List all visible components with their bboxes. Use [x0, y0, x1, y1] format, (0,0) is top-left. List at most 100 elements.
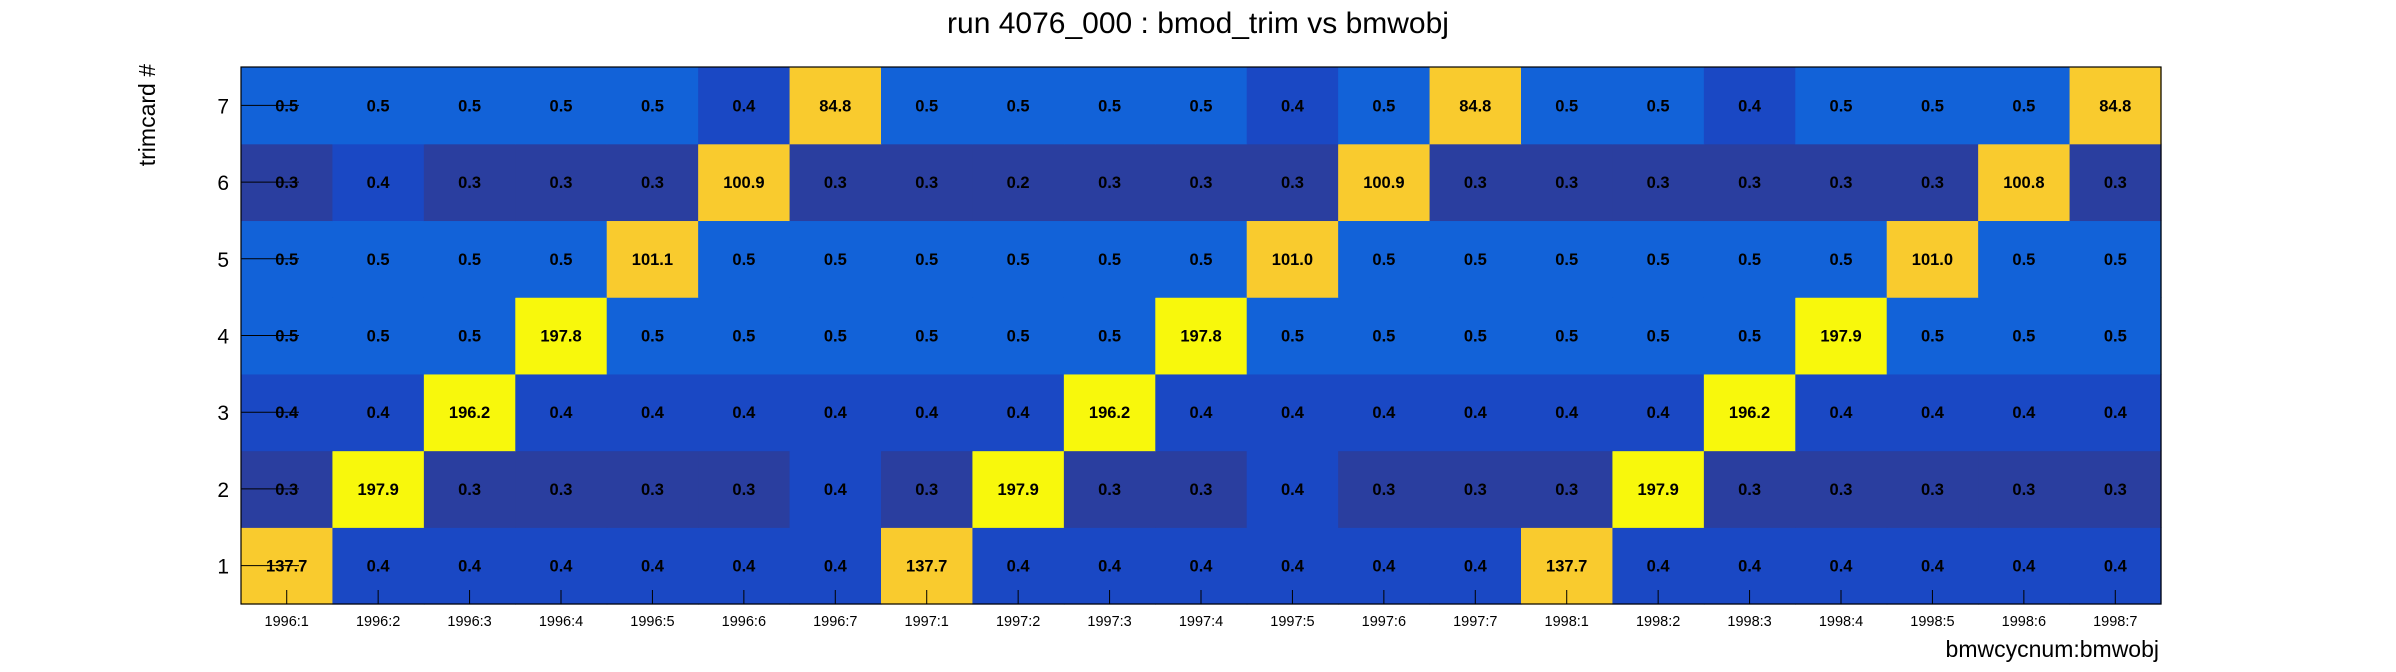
heatmap-cell [1429, 450, 1522, 528]
y-tick-label: 5 [217, 249, 229, 272]
heatmap-cell [1795, 297, 1888, 375]
cell-value-label: 0.5 [1921, 97, 1944, 115]
cell-value-label: 0.5 [732, 251, 755, 269]
x-tick-label: 1998:3 [1727, 614, 1771, 630]
heatmap-cell [1886, 143, 1979, 222]
x-tick-label: 1997:3 [1087, 614, 1131, 630]
heatmap-cell [1155, 143, 1248, 222]
heatmap-cell [606, 220, 699, 298]
cell-value-label: 0.5 [275, 251, 298, 269]
heatmap-cell [1338, 143, 1431, 222]
x-axis-label: bmwcycnum:bmwobj [1946, 636, 2159, 662]
heatmap-cell [2069, 373, 2162, 452]
heatmap-cell [972, 143, 1065, 222]
heatmap-cell [1795, 450, 1888, 528]
cell-value-label: 0.4 [550, 558, 574, 576]
cell-value-label: 197.8 [540, 328, 581, 346]
cell-value-label: 0.3 [1281, 174, 1304, 192]
cell-value-label: 137.7 [266, 558, 307, 576]
heatmap-cell [972, 220, 1065, 298]
cell-value-label: 0.4 [824, 481, 848, 499]
cell-value-label: 0.4 [1738, 97, 1762, 115]
heatmap-cell [332, 67, 425, 145]
heatmap-cell [1703, 143, 1796, 222]
cell-value-label: 0.3 [2104, 174, 2127, 192]
heatmap-cell [1521, 143, 1614, 222]
heatmap-cell [1063, 297, 1156, 375]
cell-value-label: 0.5 [824, 328, 847, 346]
heatmap-cell [1703, 373, 1796, 452]
cell-value-label: 0.3 [1830, 481, 1853, 499]
cell-value-label: 0.5 [275, 97, 298, 115]
x-tick-label: 1998:5 [1910, 614, 1954, 630]
heatmap-cell [606, 297, 699, 375]
heatmap-cell [1429, 373, 1522, 452]
cell-value-label: 0.5 [458, 97, 481, 115]
cell-value-label: 197.9 [357, 481, 398, 499]
heatmap-cell [606, 143, 699, 222]
cell-value-label: 0.3 [275, 481, 298, 499]
cell-value-label: 0.5 [275, 328, 298, 346]
heatmap-cell [1978, 67, 2071, 145]
x-tick-label: 1997:4 [1179, 614, 1223, 630]
cell-value-label: 0.4 [1281, 481, 1305, 499]
cell-value-label: 0.3 [824, 174, 847, 192]
heatmap-cell [332, 143, 425, 222]
cell-value-label: 0.4 [1007, 558, 1031, 576]
x-tick-label: 1996:7 [813, 614, 857, 630]
cell-value-label: 0.4 [641, 404, 665, 422]
heatmap-cell [1521, 450, 1614, 528]
axes: 1996:1 1996:2 1996:3 1996:4 1996:5 1996:6 1996… [217, 66, 2162, 630]
heatmap-cell [423, 143, 516, 222]
heatmap-cell [1521, 297, 1614, 375]
cell-value-label: 0.5 [2104, 328, 2127, 346]
heatmap-cell [789, 373, 882, 452]
cell-value-label: 0.5 [641, 97, 664, 115]
y-tick-label: 7 [217, 95, 229, 118]
cell-value-label: 0.4 [1921, 558, 1945, 576]
cell-value-label: 84.8 [2099, 97, 2131, 115]
heatmap-cell [423, 450, 516, 528]
cell-value-label: 137.7 [1546, 558, 1587, 576]
x-tick-label: 1997:5 [1270, 614, 1314, 630]
cell-value-label: 0.5 [2012, 328, 2035, 346]
heatmap-cell [1246, 373, 1339, 452]
cell-value-label: 0.3 [1647, 174, 1670, 192]
x-tick-label: 1998:6 [2002, 614, 2046, 630]
cell-value-label: 0.5 [1281, 328, 1304, 346]
heatmap-cell [2069, 297, 2162, 375]
cell-value-label: 0.5 [1007, 97, 1030, 115]
heatmap-cell [332, 373, 425, 452]
heatmap-cell [1978, 373, 2071, 452]
cell-value-label: 0.5 [1372, 328, 1395, 346]
heatmap-cell [2069, 450, 2162, 528]
heatmap-cell [515, 67, 608, 145]
chart-title: run 4076_000 : bmod_trim vs bmwobj [947, 7, 1449, 40]
cell-value-label: 0.5 [641, 328, 664, 346]
heatmap-cell [1063, 67, 1156, 145]
cell-value-label: 0.5 [458, 328, 481, 346]
heatmap-cell [698, 450, 791, 528]
cell-value-label: 0.3 [2012, 481, 2035, 499]
cell-value-label: 0.5 [1555, 251, 1578, 269]
heatmap-cell [1612, 143, 1705, 222]
y-tick-label: 3 [217, 402, 229, 425]
cell-value-label: 0.4 [1830, 404, 1854, 422]
heatmap-cell [1612, 297, 1705, 375]
heatmap-cell [1612, 67, 1705, 145]
heatmap-cell [1155, 297, 1248, 375]
heatmap-cell [423, 67, 516, 145]
cell-value-label: 0.4 [1372, 404, 1396, 422]
cell-value-label: 100.8 [2003, 174, 2044, 192]
cell-value-label: 0.5 [732, 328, 755, 346]
heatmap-cell [881, 220, 974, 298]
heatmap-cell [972, 67, 1065, 145]
cell-value-label: 0.4 [641, 558, 665, 576]
cell-value-label: 0.5 [1830, 97, 1853, 115]
heatmap-cell [698, 220, 791, 298]
cell-value-label: 0.3 [1190, 174, 1213, 192]
cell-value-label: 0.4 [2012, 404, 2036, 422]
cell-value-label: 0.3 [2104, 481, 2127, 499]
cell-value-label: 0.5 [2012, 251, 2035, 269]
